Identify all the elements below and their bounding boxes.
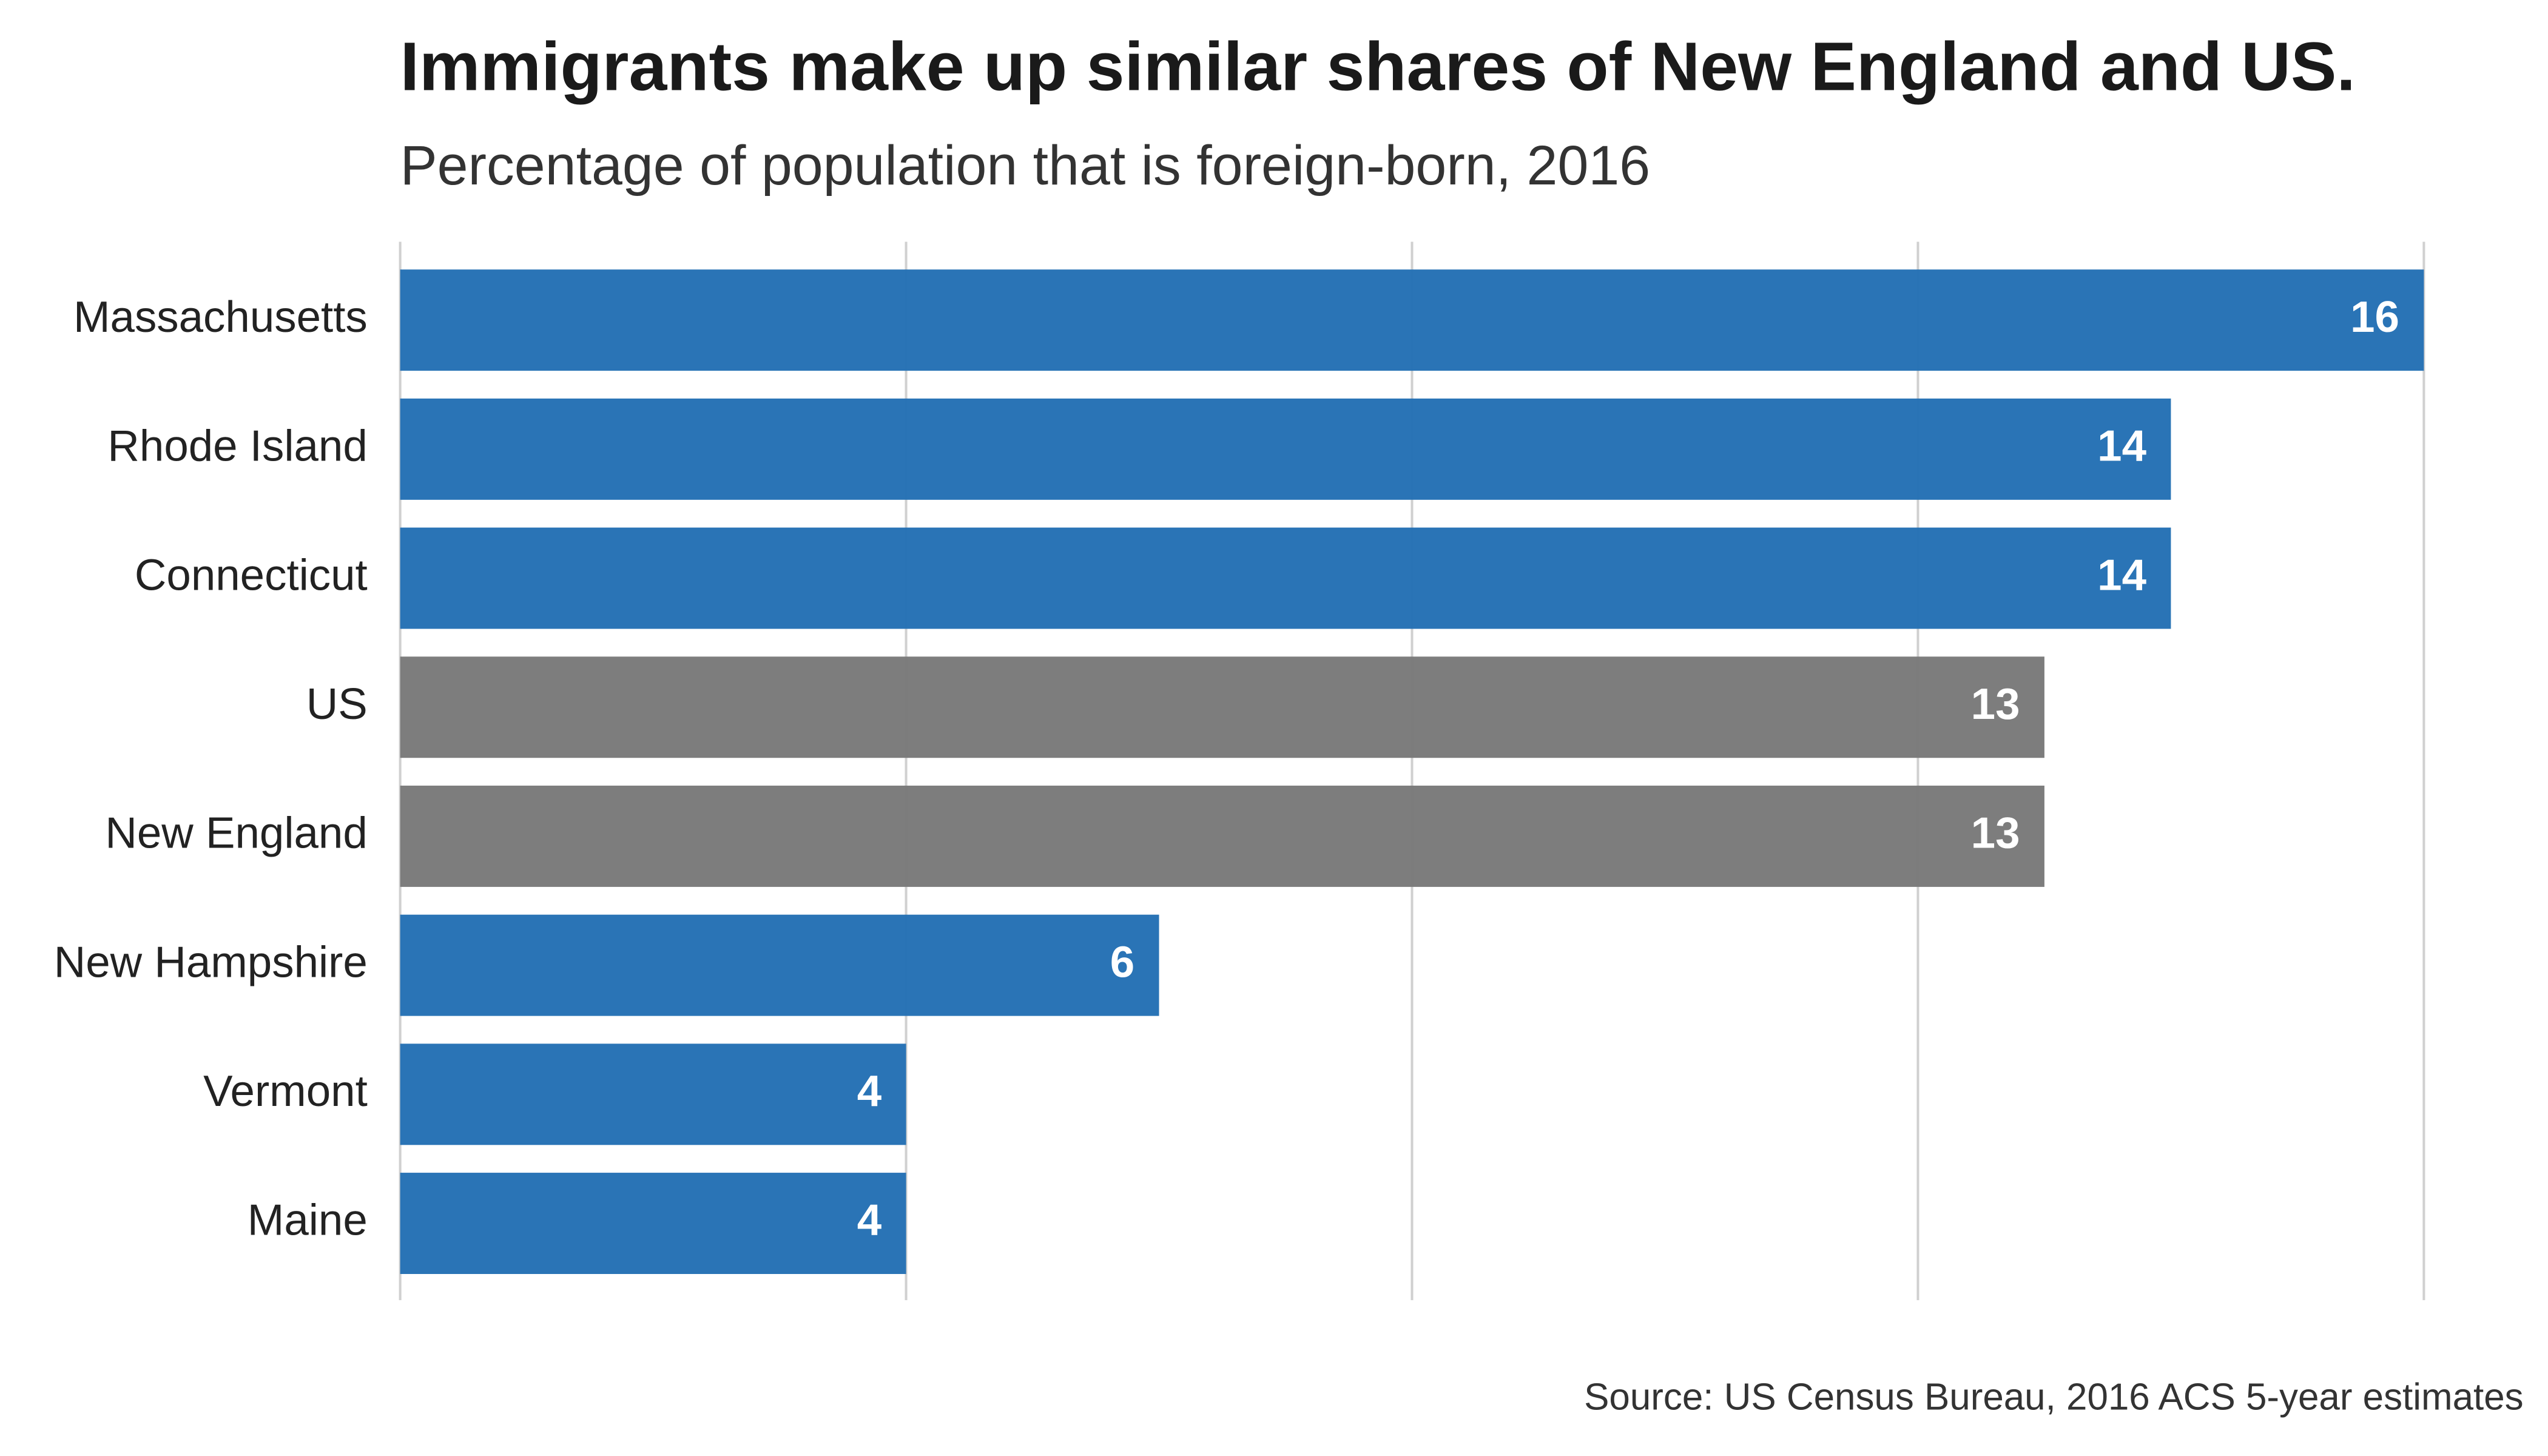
y-tick-label: New Hampshire: [54, 937, 368, 986]
bar: [400, 785, 2044, 887]
chart-title: Immigrants make up similar shares of New…: [400, 28, 2356, 104]
bar: [400, 656, 2044, 758]
y-tick-label: Massachusetts: [73, 292, 368, 342]
y-tick-label: Maine: [248, 1196, 368, 1245]
bar: [400, 398, 2171, 500]
chart-subtitle: Percentage of population that is foreign…: [400, 135, 1651, 197]
bar: [400, 1173, 906, 1274]
value-label: 4: [857, 1196, 882, 1245]
y-tick-label: Rhode Island: [107, 422, 367, 471]
y-tick-label: New England: [105, 809, 367, 858]
bar: [400, 1043, 906, 1145]
value-label: 4: [857, 1067, 882, 1116]
y-tick-label: Vermont: [203, 1067, 368, 1116]
bar: [400, 914, 1159, 1016]
source-note: Source: US Census Bureau, 2016 ACS 5-yea…: [1584, 1377, 2523, 1418]
value-label: 14: [2097, 422, 2146, 471]
value-label: 16: [2350, 292, 2399, 342]
value-label: 13: [1971, 679, 2020, 729]
y-tick-label: Connecticut: [135, 550, 368, 599]
value-label: 6: [1110, 937, 1134, 986]
bar: [400, 527, 2171, 629]
y-tick-label: US: [306, 679, 368, 729]
value-label: 14: [2097, 550, 2146, 599]
value-label: 13: [1971, 809, 2020, 858]
bar: [400, 269, 2424, 371]
